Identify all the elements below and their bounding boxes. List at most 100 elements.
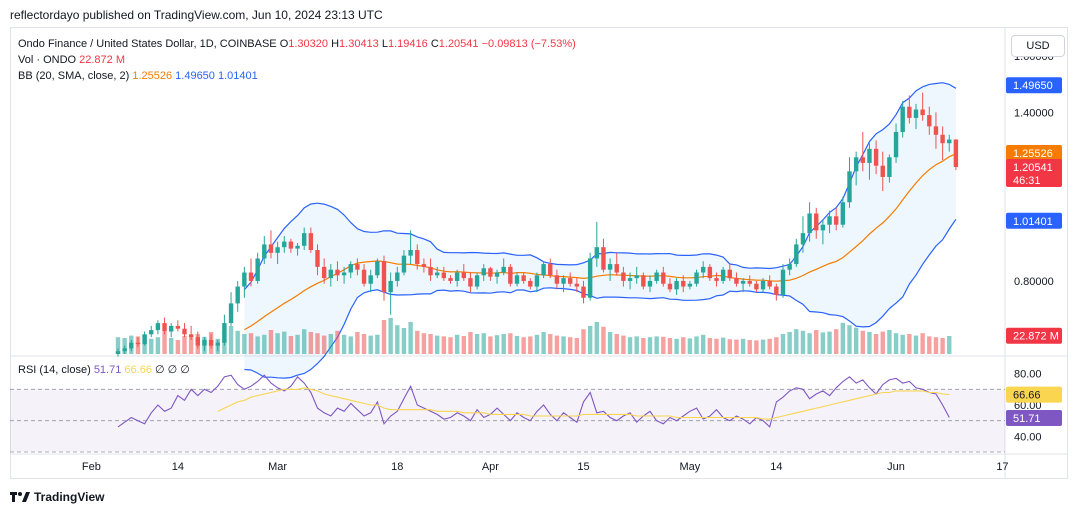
rsi-legend: RSI (14, close) 51.71 66.66 ∅ ∅ ∅ xyxy=(18,363,190,376)
rsi-ma-line xyxy=(217,387,950,420)
candle-body xyxy=(454,272,460,281)
volume-bar xyxy=(468,332,473,354)
volume-bar xyxy=(255,336,260,354)
volume-bar xyxy=(780,334,786,354)
candle-body xyxy=(355,264,360,270)
volume-bar xyxy=(694,336,699,354)
legend-volume-row: Vol · ONDO 22.872 M xyxy=(18,52,576,68)
rsi-tick-label: 40.00 xyxy=(1014,431,1042,443)
volume-bar xyxy=(827,331,832,354)
volume-bar xyxy=(355,332,360,354)
candle-body xyxy=(215,342,220,346)
volume-bar xyxy=(182,336,187,354)
bb-lower-line xyxy=(244,218,957,379)
volume-bar xyxy=(508,333,513,354)
volume-bar xyxy=(295,334,300,354)
candle-body xyxy=(235,286,240,304)
candle-body xyxy=(375,261,380,276)
volume-bar xyxy=(860,330,865,354)
price-marker-label: 22.872 M xyxy=(1013,331,1059,343)
volume-bar xyxy=(800,330,806,354)
bb-label[interactable]: BB (20, SMA, close, 2) xyxy=(18,70,130,82)
volume-bar xyxy=(282,331,287,354)
candle-body xyxy=(315,250,320,267)
price-countdown-label: 46:31 xyxy=(1013,175,1041,187)
price-marker-label: 1.49650 xyxy=(1013,80,1053,92)
volume-bar xyxy=(408,322,413,354)
volume-bar xyxy=(794,329,799,354)
candle-body xyxy=(421,264,427,267)
volume-bar xyxy=(847,325,852,354)
candle-body xyxy=(501,266,506,273)
rsi-extra-values: ∅ ∅ ∅ xyxy=(155,364,190,376)
candle-body xyxy=(142,334,147,345)
candle-body xyxy=(295,245,300,249)
volume-bar xyxy=(701,334,706,354)
candle-body xyxy=(747,280,752,284)
volume-bar xyxy=(853,327,859,354)
open-label: O xyxy=(279,38,289,50)
volume-bar xyxy=(441,336,447,354)
candle-body xyxy=(401,255,407,273)
volume-bar xyxy=(674,338,679,354)
symbol-title[interactable]: Ondo Finance / United States Dollar, 1D,… xyxy=(18,38,277,50)
candle-body xyxy=(268,244,274,253)
candle-body xyxy=(927,115,932,127)
price-marker xyxy=(1006,158,1062,187)
volume-bar xyxy=(707,338,713,354)
volume-bar xyxy=(594,322,599,354)
candle-body xyxy=(574,283,580,287)
volume-bars xyxy=(115,318,952,354)
bb-lower-value: 1.01401 xyxy=(217,70,258,82)
currency-button[interactable]: USD xyxy=(1011,35,1065,57)
candle-body xyxy=(129,342,134,349)
candle-body xyxy=(834,216,839,225)
candle-body xyxy=(395,272,400,281)
candle-body xyxy=(175,325,181,329)
volume-bar xyxy=(714,338,719,354)
candle-body xyxy=(727,269,732,279)
volume-bar xyxy=(820,332,826,354)
time-tick-label: 17 xyxy=(996,461,1008,473)
candle-body xyxy=(494,272,500,277)
legend-ohlc-row: Ondo Finance / United States Dollar, 1D,… xyxy=(18,36,576,52)
candle-body xyxy=(149,330,154,335)
tradingview-footer[interactable]: TradingView xyxy=(10,490,104,504)
volume-bar xyxy=(262,334,267,354)
candle-body xyxy=(162,323,167,332)
volume-bar xyxy=(947,336,952,354)
volume-bar xyxy=(149,338,154,354)
candle-body xyxy=(953,139,959,167)
candle-body xyxy=(607,264,613,270)
volume-bar xyxy=(268,330,274,354)
volume-bar xyxy=(315,333,320,354)
candle-body xyxy=(893,131,899,158)
volume-bar xyxy=(155,337,161,354)
volume-bar xyxy=(381,320,387,354)
volume-bar xyxy=(474,334,480,354)
rsi-ma-marker xyxy=(1006,386,1062,403)
time-tick-label: 14 xyxy=(172,461,184,473)
volume-bar xyxy=(654,336,659,354)
volume-bar xyxy=(395,325,400,354)
volume-bar xyxy=(288,336,294,354)
volume-label[interactable]: Vol · ONDO xyxy=(18,54,77,66)
time-tick-label: 18 xyxy=(391,461,403,473)
candle-body xyxy=(933,126,939,135)
candle-body xyxy=(115,351,121,354)
volume-bar xyxy=(341,334,347,354)
volume-bar xyxy=(302,329,307,354)
volume-bar xyxy=(760,339,766,354)
volume-bar xyxy=(873,334,879,354)
rsi-label[interactable]: RSI (14, close) xyxy=(18,364,91,376)
rsi-tick-label: 60.00 xyxy=(1014,400,1042,412)
price-marker-label: 1.01401 xyxy=(1013,216,1053,228)
volume-bar xyxy=(428,334,433,354)
candle-body xyxy=(907,106,912,118)
candle-body xyxy=(674,280,679,290)
volume-bar xyxy=(388,318,393,354)
candle-body xyxy=(195,337,200,346)
time-tick-label: 15 xyxy=(577,461,589,473)
candle-body xyxy=(734,278,739,284)
